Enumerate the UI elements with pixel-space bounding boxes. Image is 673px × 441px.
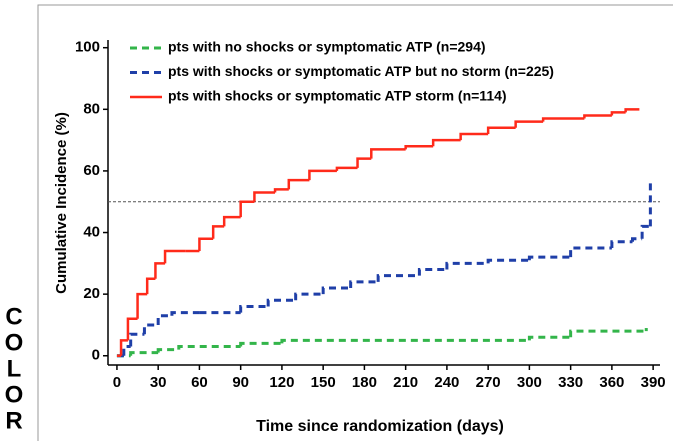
x-tick-label: 150: [311, 374, 336, 391]
step-segment: [119, 339, 128, 356]
legend-label: pts with no shocks or symptomatic ATP (n…: [168, 39, 486, 55]
x-tick-label: 330: [558, 374, 583, 391]
step-segment: [211, 225, 225, 239]
step-segment: [486, 126, 516, 134]
step-segment: [253, 191, 276, 202]
y-axis-label: Cumulative Incidence (%): [53, 112, 70, 294]
y-tick-label: 60: [83, 162, 100, 179]
step-segment: [156, 348, 179, 353]
step-segment: [177, 345, 241, 350]
step-segment: [514, 120, 544, 128]
step-segment: [610, 240, 633, 248]
step-segment: [145, 277, 156, 295]
step-segment: [404, 145, 434, 150]
step-segment: [222, 215, 241, 227]
y-tick-label: 40: [83, 224, 100, 241]
step-segment: [142, 323, 159, 335]
step-segment: [527, 255, 571, 261]
step-segment: [335, 166, 358, 171]
step-segment: [356, 157, 372, 168]
step-segment: [287, 178, 310, 190]
step-segment: [308, 169, 337, 181]
step-segment: [321, 286, 351, 295]
step-segment: [349, 280, 379, 288]
x-tick-label: 30: [150, 374, 167, 391]
y-tick-label: 80: [83, 100, 100, 117]
step-segment: [610, 111, 626, 116]
x-tick-label: 120: [269, 374, 294, 391]
step-segment: [136, 292, 148, 319]
step-segment: [640, 224, 651, 239]
x-tick-label: 240: [434, 374, 459, 391]
step-segment: [376, 274, 420, 282]
frame: [37, 4, 673, 441]
x-tick-label: 300: [517, 374, 542, 391]
step-segment: [122, 345, 131, 356]
side-label: L: [7, 355, 22, 382]
y-tick-label: 100: [75, 39, 100, 56]
step-segment: [431, 138, 461, 147]
step-segment: [280, 338, 447, 344]
y-tick-label: 0: [92, 347, 100, 364]
step-segment: [583, 114, 612, 119]
side-label: O: [5, 381, 24, 408]
step-segment: [459, 132, 489, 141]
x-axis-label: Time since randomization (days): [256, 418, 504, 435]
x-tick-label: 0: [113, 374, 121, 391]
x-tick-label: 390: [641, 374, 666, 391]
step-segment: [126, 317, 138, 341]
step-segment: [156, 314, 172, 325]
x-tick-label: 180: [352, 374, 377, 391]
step-segment: [624, 108, 640, 113]
step-segment: [417, 268, 447, 276]
x-tick-label: 90: [232, 374, 249, 391]
x-tick-label: 360: [599, 374, 624, 391]
step-segment: [163, 249, 186, 264]
side-label: C: [5, 303, 22, 330]
step-segment: [129, 351, 159, 356]
step-segment: [170, 311, 200, 316]
step-segment: [370, 148, 406, 159]
step-segment: [631, 237, 643, 242]
step-segment: [239, 200, 255, 218]
step-segment: [129, 332, 145, 347]
step-segment: [154, 262, 166, 279]
step-segment: [541, 117, 585, 122]
legend-label: pts with shocks or symptomatic ATP but n…: [168, 63, 554, 79]
step-segment: [266, 298, 296, 307]
step-segment: [239, 341, 282, 347]
legend-label: pts with shocks or symptomatic ATP storm…: [168, 88, 507, 104]
step-segment: [569, 246, 612, 258]
step-segment: [569, 329, 647, 338]
x-tick-label: 210: [393, 374, 418, 391]
side-label: O: [5, 329, 24, 356]
y-tick-label: 20: [83, 285, 100, 302]
step-segment: [239, 304, 269, 313]
step-segment: [527, 335, 571, 341]
step-segment: [198, 237, 214, 252]
side-label: R: [5, 407, 22, 434]
step-segment: [486, 258, 530, 264]
step-segment: [294, 292, 324, 301]
x-tick-label: 60: [191, 374, 208, 391]
step-segment: [445, 261, 489, 270]
x-tick-label: 270: [476, 374, 501, 391]
step-segment: [273, 188, 289, 193]
